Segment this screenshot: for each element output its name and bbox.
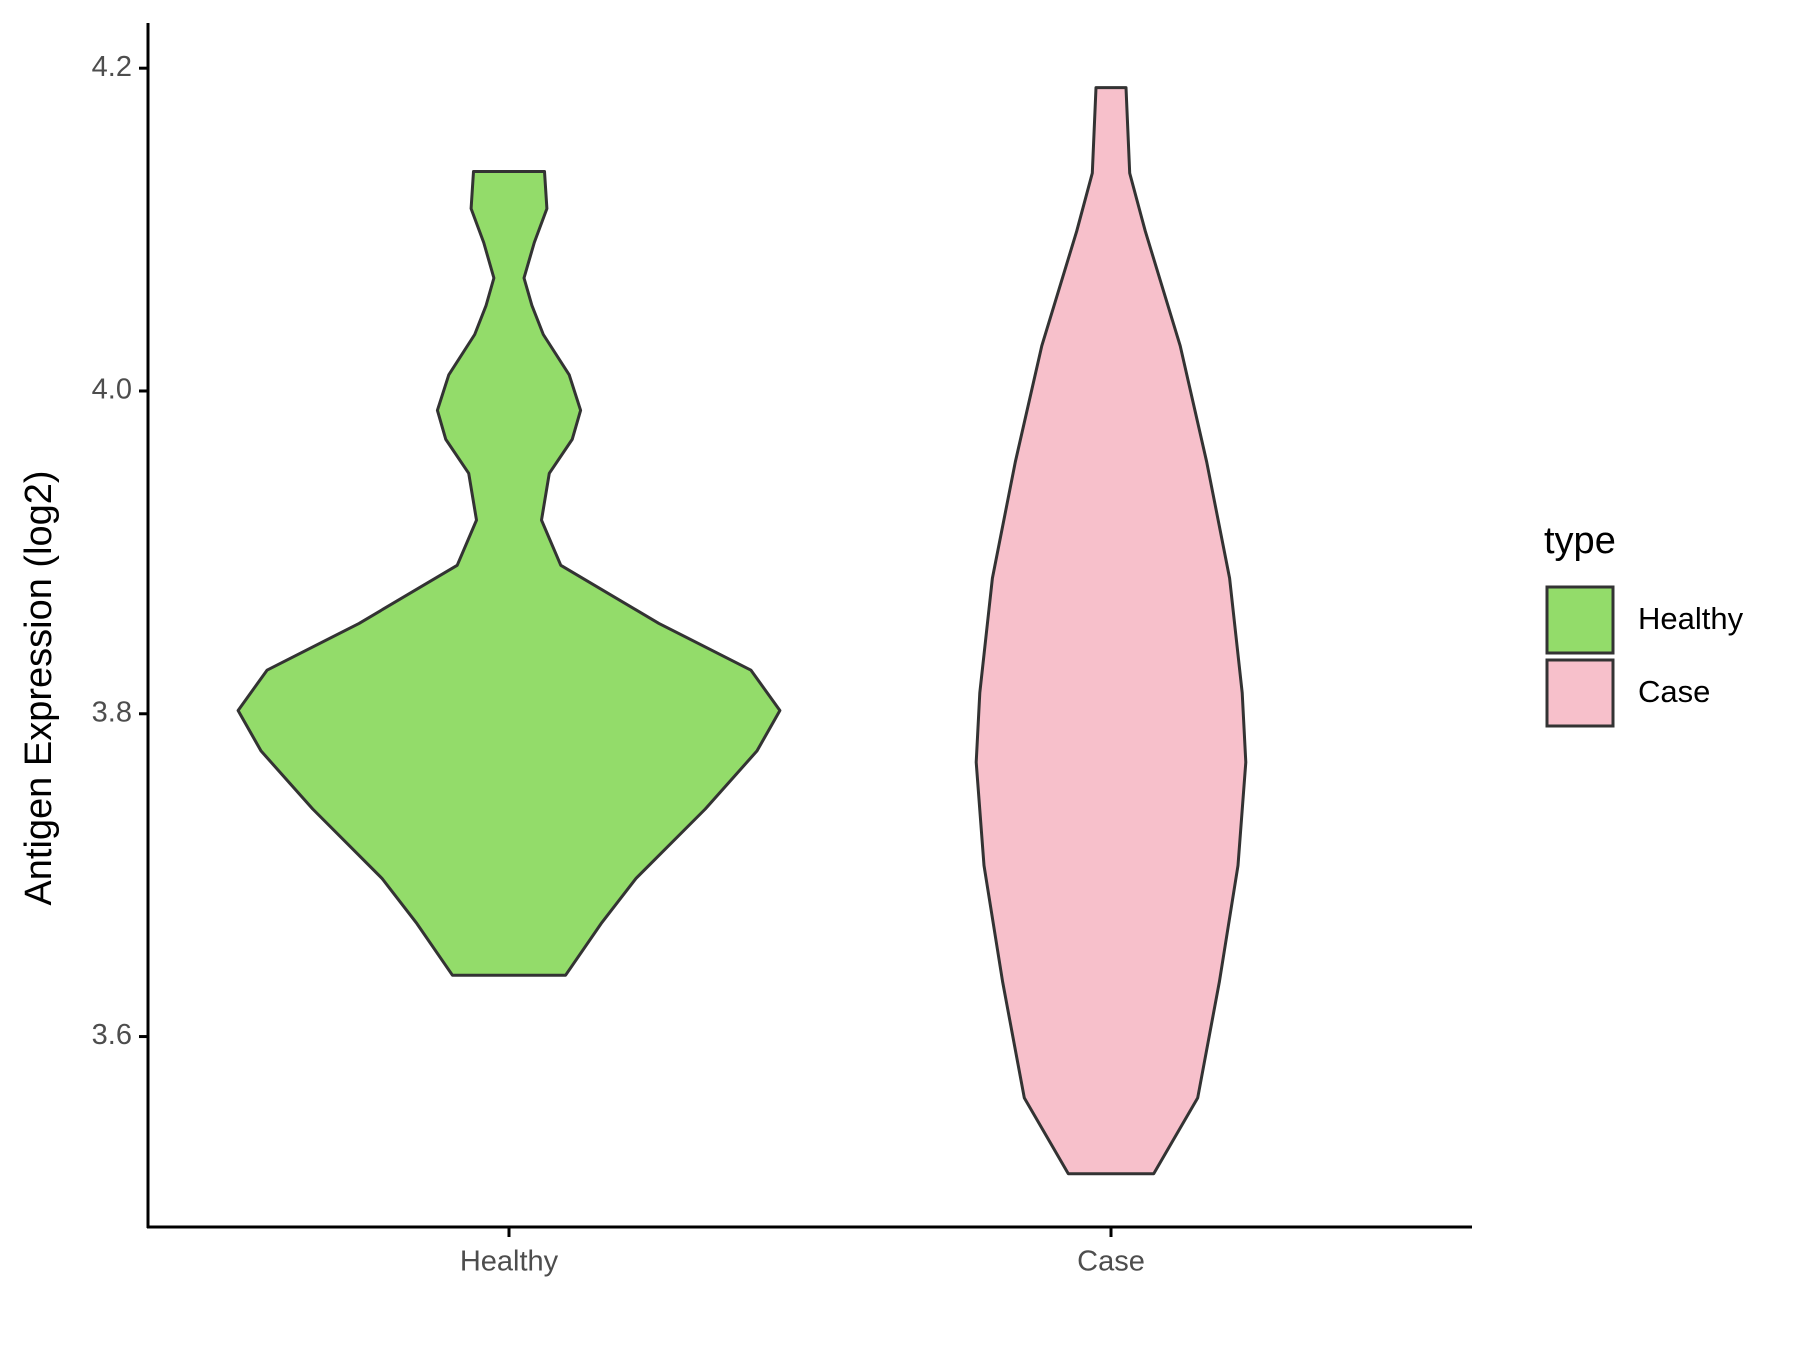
legend-key — [1545, 585, 1615, 655]
violin — [974, 86, 1248, 1176]
x-tick-label: Healthy — [460, 1246, 559, 1278]
violin — [236, 170, 782, 977]
y-axis-title: Antigen Expression (log2) — [18, 470, 60, 905]
legend-key — [1545, 658, 1615, 728]
legend-title: type — [1544, 520, 1616, 562]
y-tick-label: 3.6 — [92, 1019, 132, 1051]
y-tick-label: 4.0 — [92, 374, 132, 406]
y-tick-label: 3.8 — [92, 696, 132, 728]
legend-label: Case — [1638, 674, 1710, 709]
legend-label: Healthy — [1638, 601, 1744, 636]
y-tick-label: 4.2 — [92, 51, 132, 83]
x-tick-label: Case — [1077, 1246, 1145, 1278]
